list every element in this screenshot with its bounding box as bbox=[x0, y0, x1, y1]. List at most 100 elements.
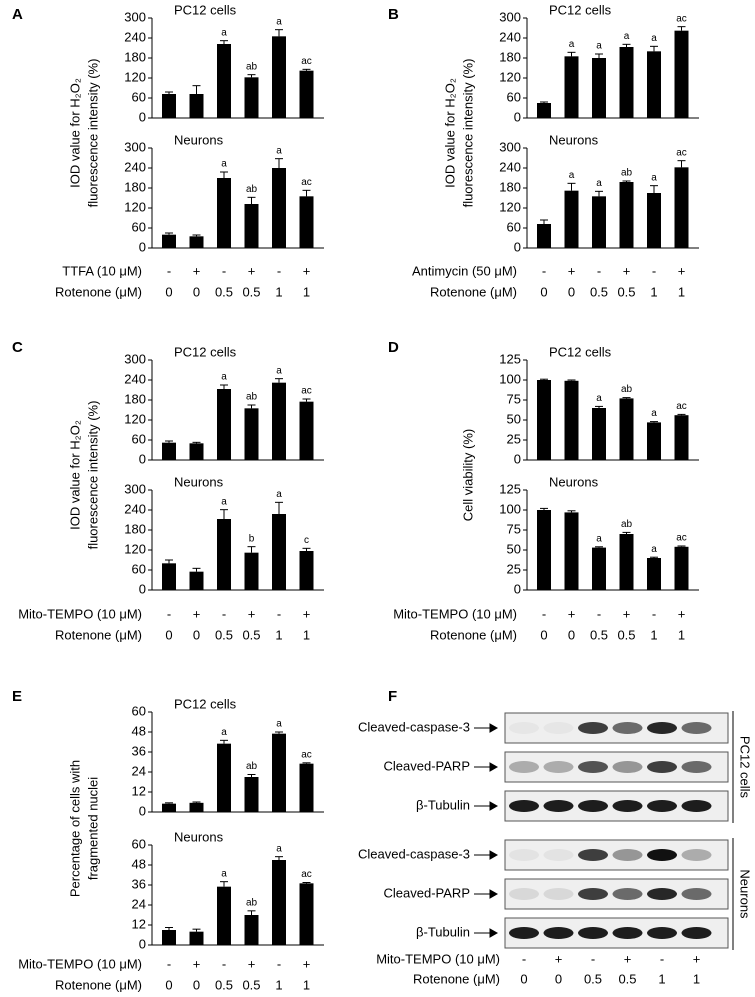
condition-label: - bbox=[542, 606, 546, 621]
y-tick-label: 120 bbox=[499, 69, 521, 84]
bar bbox=[162, 803, 176, 812]
bar bbox=[299, 883, 314, 945]
blot-band bbox=[647, 849, 677, 861]
significance-label: ab bbox=[621, 168, 633, 179]
bar bbox=[189, 571, 204, 590]
blot-band bbox=[612, 800, 643, 812]
row-label: Rotenone (μM) bbox=[55, 977, 142, 992]
blot-band bbox=[612, 761, 643, 773]
blot-band bbox=[578, 888, 608, 900]
blot-band bbox=[509, 927, 539, 939]
condition-label: + bbox=[193, 606, 201, 621]
y-axis-label: fluorescence intensity (%) bbox=[85, 401, 100, 550]
condition-label: - bbox=[652, 263, 656, 278]
row-label: Rotenone (μM) bbox=[413, 971, 500, 986]
arrow bbox=[474, 801, 499, 811]
bar bbox=[162, 930, 176, 945]
bar bbox=[674, 415, 689, 460]
bar bbox=[299, 763, 314, 812]
bar bbox=[244, 77, 259, 118]
row-label: Mito-TEMPO (10 μM) bbox=[393, 606, 517, 621]
y-tick-label: 180 bbox=[124, 179, 146, 194]
significance-label: ac bbox=[301, 56, 312, 67]
y-tick-label: 180 bbox=[124, 49, 146, 64]
y-tick-label: 180 bbox=[499, 49, 521, 64]
bar bbox=[674, 30, 689, 119]
condition-label: + bbox=[678, 263, 686, 278]
blot-band bbox=[681, 927, 712, 939]
significance-label: a bbox=[651, 33, 657, 44]
y-tick-label: 125 bbox=[499, 351, 521, 366]
y-tick-label: 300 bbox=[124, 351, 146, 366]
y-tick-label: 180 bbox=[124, 521, 146, 536]
y-tick-label: 100 bbox=[499, 371, 521, 386]
bar bbox=[272, 514, 286, 590]
condition-label: 1 bbox=[303, 284, 310, 299]
y-tick-label: 48 bbox=[132, 723, 146, 738]
bar bbox=[244, 204, 259, 248]
blot-band bbox=[681, 761, 712, 773]
blot-band bbox=[612, 722, 643, 734]
panel-letter: F bbox=[388, 688, 397, 705]
arrow bbox=[474, 928, 499, 938]
bar bbox=[619, 182, 634, 248]
y-tick-label: 180 bbox=[124, 391, 146, 406]
significance-label: c bbox=[304, 535, 309, 546]
blot-band bbox=[543, 927, 574, 939]
condition-label: - bbox=[222, 956, 226, 971]
y-tick-label: 0 bbox=[139, 803, 146, 818]
y-tick-label: 120 bbox=[124, 411, 146, 426]
condition-label: - bbox=[542, 263, 546, 278]
blot-band bbox=[543, 888, 574, 900]
bar bbox=[189, 236, 204, 248]
y-tick-label: 0 bbox=[514, 109, 521, 124]
blot-band bbox=[509, 849, 539, 861]
blot-band bbox=[543, 849, 574, 861]
bar bbox=[619, 47, 634, 118]
y-tick-label: 120 bbox=[124, 69, 146, 84]
chart-title: PC12 cells bbox=[174, 2, 237, 17]
condition-label: 0 bbox=[520, 971, 527, 986]
blot-band bbox=[509, 761, 539, 773]
y-tick-label: 300 bbox=[499, 139, 521, 154]
y-tick-label: 25 bbox=[507, 561, 521, 576]
y-tick-label: 180 bbox=[499, 179, 521, 194]
condition-label: + bbox=[303, 956, 311, 971]
condition-label: 1 bbox=[650, 284, 657, 299]
significance-label: ac bbox=[676, 401, 687, 412]
y-tick-label: 50 bbox=[507, 541, 521, 556]
panel-letter: E bbox=[12, 688, 22, 705]
protein-label: Cleaved-caspase-3 bbox=[358, 719, 470, 734]
bar bbox=[244, 552, 259, 590]
chart-title: Neurons bbox=[174, 132, 224, 147]
blot-band bbox=[681, 849, 712, 861]
significance-label: a bbox=[221, 496, 227, 507]
y-tick-label: 120 bbox=[124, 541, 146, 556]
condition-label: 0.5 bbox=[617, 627, 635, 642]
significance-label: a bbox=[651, 408, 657, 419]
condition-label: + bbox=[248, 956, 256, 971]
row-label: Mito-TEMPO (10 μM) bbox=[18, 606, 142, 621]
condition-label: 0 bbox=[165, 627, 172, 642]
significance-label: a bbox=[221, 159, 227, 170]
condition-label: - bbox=[167, 606, 171, 621]
arrow bbox=[474, 723, 499, 733]
row-label: Rotenone (μM) bbox=[55, 284, 142, 299]
significance-label: ab bbox=[246, 897, 258, 908]
blot-strip bbox=[504, 839, 729, 871]
bar bbox=[217, 389, 231, 460]
y-tick-label: 24 bbox=[132, 763, 146, 778]
y-tick-label: 240 bbox=[124, 29, 146, 44]
bar bbox=[537, 510, 551, 590]
significance-label: a bbox=[276, 489, 282, 500]
condition-label: + bbox=[248, 606, 256, 621]
bar bbox=[299, 551, 314, 590]
y-tick-label: 0 bbox=[514, 451, 521, 466]
blot-band bbox=[647, 761, 677, 773]
condition-label: 0 bbox=[568, 627, 575, 642]
chart-title: PC12 cells bbox=[174, 696, 237, 711]
blot-band bbox=[578, 927, 608, 939]
bar bbox=[244, 915, 259, 945]
condition-label: - bbox=[222, 606, 226, 621]
y-tick-label: 60 bbox=[507, 89, 521, 104]
